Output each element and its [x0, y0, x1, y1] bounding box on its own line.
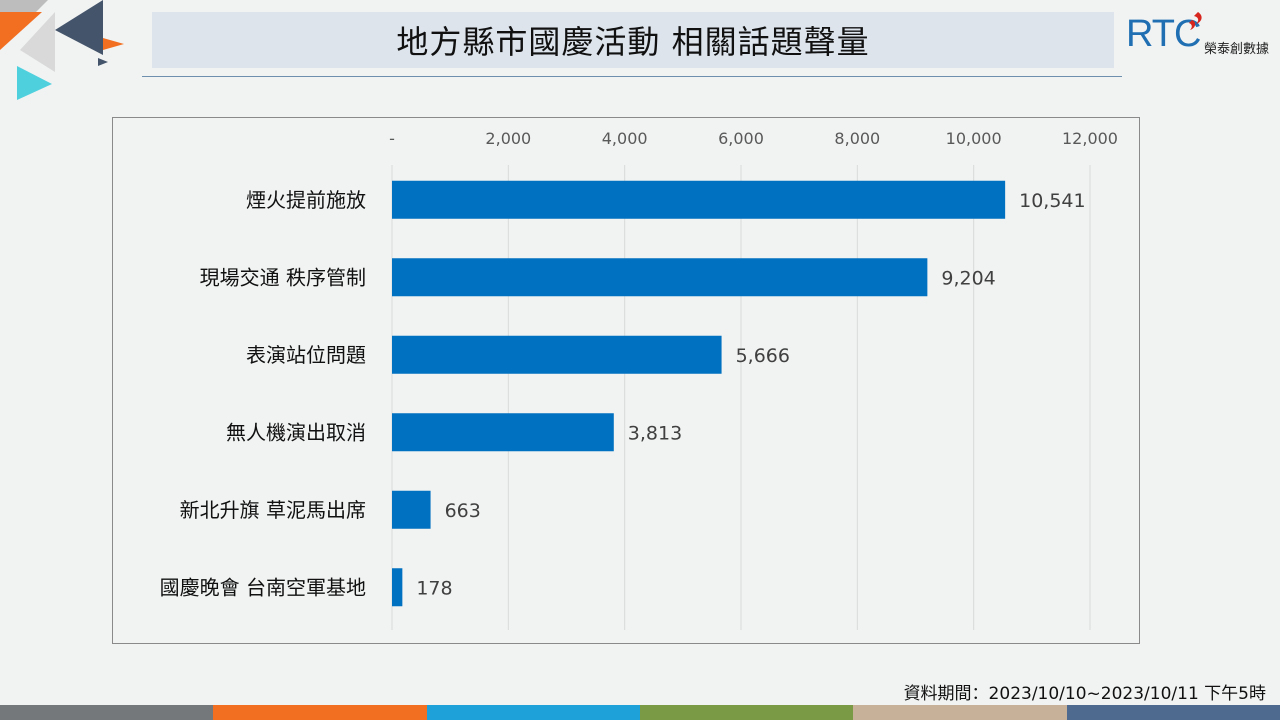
brand-letters: RTC — [1126, 13, 1201, 55]
category-label: 現場交通 秩序管制 — [200, 265, 366, 289]
bar — [392, 180, 1006, 219]
x-tick-label: 6,000 — [718, 129, 764, 148]
bar — [392, 258, 928, 297]
category-label: 新北升旗 草泥馬出席 — [180, 498, 366, 522]
data-period-note: 資料期間：2023/10/10~2023/10/11 下午5時 — [903, 684, 1266, 704]
page-title: 地方縣市國慶活動 相關話題聲量 — [396, 23, 870, 61]
value-label: 663 — [445, 500, 481, 522]
stripe-segment — [853, 705, 1067, 720]
x-tick-label: 10,000 — [946, 129, 1002, 148]
x-tick-label: 2,000 — [485, 129, 531, 148]
category-label: 表演站位問題 — [246, 343, 366, 367]
bar — [392, 568, 403, 607]
value-label: 5,666 — [736, 345, 790, 367]
bottom-color-stripe — [0, 705, 1280, 720]
bar — [392, 490, 431, 529]
bar — [392, 413, 614, 452]
value-label: 178 — [416, 577, 452, 599]
category-label: 無人機演出取消 — [226, 420, 366, 444]
corner-decoration — [0, 0, 124, 100]
x-tick-label: - — [389, 129, 395, 148]
brand-subtitle: 榮泰創數據 — [1204, 42, 1270, 57]
title-bar: 地方縣市國慶活動 相關話題聲量 — [152, 12, 1114, 68]
value-label: 10,541 — [1019, 190, 1085, 212]
category-label: 國慶晚會 台南空軍基地 — [160, 575, 366, 599]
bar — [392, 335, 722, 374]
x-tick-label: 12,000 — [1062, 129, 1118, 148]
stripe-segment — [426, 705, 640, 720]
stripe-segment — [0, 705, 214, 720]
stripe-segment — [1066, 705, 1280, 720]
stripe-segment — [213, 705, 427, 720]
value-label: 3,813 — [628, 422, 682, 444]
title-divider — [142, 76, 1122, 77]
x-tick-label: 8,000 — [834, 129, 880, 148]
brand-logo: RTC 榮泰創數據 — [1126, 10, 1276, 60]
bar-chart: - 2,000 4,000 6,000 8,000 10,000 12,000 煙火提前施放 1… — [160, 129, 1118, 630]
category-label: 煙火提前施放 — [246, 188, 366, 212]
value-label: 9,204 — [941, 267, 995, 289]
x-tick-label: 4,000 — [602, 129, 648, 148]
brand-flame-icon — [1189, 12, 1202, 30]
chart-frame: - 2,000 4,000 6,000 8,000 10,000 12,000 煙火提前施放 1… — [112, 117, 1140, 644]
stripe-segment — [639, 705, 854, 720]
